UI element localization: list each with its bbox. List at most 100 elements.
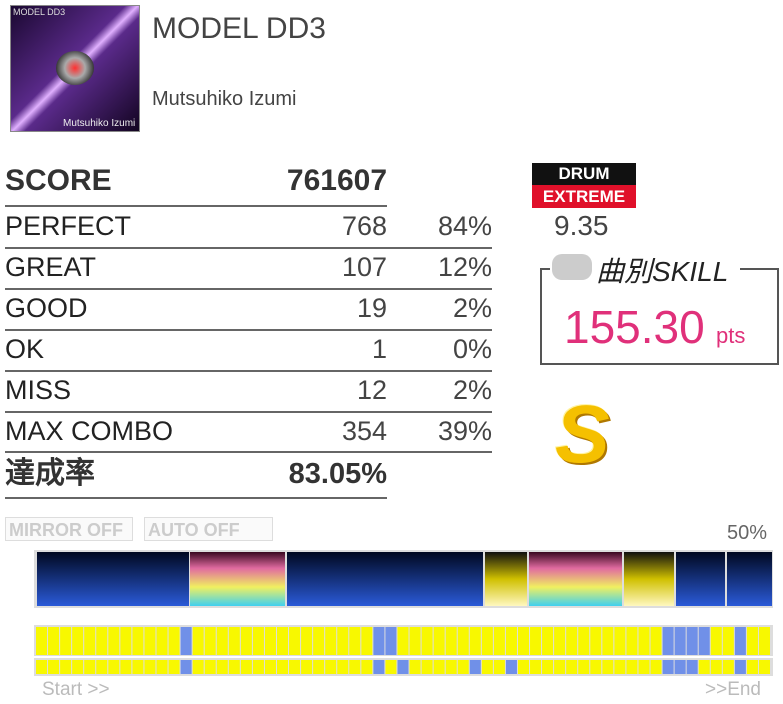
graph-end: >>End [705, 679, 761, 700]
rank: S [555, 389, 610, 480]
jacket-art [56, 51, 94, 85]
strip-cell [385, 627, 397, 655]
skill-value: 155.30 [564, 301, 705, 353]
achievement-label: 達成率 [5, 457, 95, 490]
divider [5, 288, 492, 290]
judgement-count: 1 [371, 334, 387, 364]
strip-cell [650, 627, 662, 655]
strip-cell [397, 660, 409, 674]
strip-cell [204, 660, 216, 674]
strip-cell [457, 627, 469, 655]
strip-cell [590, 627, 602, 655]
strip-cell [505, 627, 517, 655]
level: 9.35 [554, 210, 609, 241]
graph-segment [287, 552, 483, 606]
strip-cell [481, 660, 493, 674]
strip-cell [746, 660, 758, 674]
strip-cell [686, 660, 698, 674]
strip-cell [493, 627, 505, 655]
strip-cell [96, 660, 108, 674]
strip-cell [156, 627, 168, 655]
strip-cell [554, 660, 566, 674]
strip-cell [758, 660, 770, 674]
strip-cell [397, 627, 409, 655]
option-auto: AUTO OFF [144, 517, 273, 541]
judgement-rate: 2% [452, 293, 492, 323]
strip-cell [337, 627, 349, 655]
strip-cell [421, 660, 433, 674]
divider [5, 451, 492, 453]
strip-cell [626, 660, 638, 674]
strip-cell [301, 627, 313, 655]
strip-cell [204, 627, 216, 655]
judgement-count: 107 [341, 252, 387, 282]
graph-start: Start >> [42, 679, 110, 700]
strip-cell [445, 660, 457, 674]
judgement-rate: 12% [437, 252, 492, 282]
skill-header: 曲別SKILL [550, 250, 740, 287]
strip-cell [530, 627, 542, 655]
strip-cell [638, 660, 650, 674]
instrument-badge: DRUM [532, 163, 636, 185]
strip-cell [36, 627, 48, 655]
strip-cell [578, 660, 590, 674]
strip-cell [650, 660, 662, 674]
strip-cell [361, 627, 373, 655]
strip-cell [108, 627, 120, 655]
score-value: 761607 [286, 164, 387, 197]
skill-unit: pts [716, 323, 746, 348]
strip-cell [698, 660, 710, 674]
judgement-label: OK [5, 334, 45, 364]
graph-percent: 50% [727, 522, 768, 544]
strip-cell [228, 627, 240, 655]
strip-cell [168, 627, 180, 655]
strip-cell [264, 660, 276, 674]
strip-cell [84, 660, 96, 674]
graph-segment [676, 552, 725, 606]
strip-cell [240, 627, 252, 655]
strip-cell [48, 660, 60, 674]
strip-cell [120, 660, 132, 674]
strip-cell [590, 660, 602, 674]
strip-cell [192, 660, 204, 674]
difficulty-badge: EXTREME [532, 185, 636, 208]
divider [5, 329, 492, 331]
jacket: MODEL DD3 Mutsuhiko Izumi [10, 5, 140, 132]
divider [5, 370, 492, 372]
strip-cell [421, 627, 433, 655]
strip-cell [120, 627, 132, 655]
graph-segment [624, 552, 674, 606]
strip-cell [252, 660, 264, 674]
strip-cell [734, 627, 746, 655]
strip-cell [674, 627, 686, 655]
strip-cell [626, 627, 638, 655]
strip-cell [602, 660, 614, 674]
strip-cell [240, 660, 252, 674]
strip-cell [228, 660, 240, 674]
strip-cell [433, 627, 445, 655]
strip-cell [132, 660, 144, 674]
strip-cell [409, 627, 421, 655]
strip-cell [493, 660, 505, 674]
strip-cell [60, 660, 72, 674]
strip-cell [457, 660, 469, 674]
judgement-rate: 84% [437, 211, 492, 241]
strip-cell [144, 627, 156, 655]
strip-cell [517, 660, 530, 674]
strip-cell [373, 627, 385, 655]
strip-cell [686, 627, 698, 655]
judgement-count: 12 [356, 375, 387, 405]
strip-cell [84, 627, 96, 655]
strip-cell [289, 660, 301, 674]
strip-cell [301, 660, 313, 674]
graph-segment [727, 552, 772, 606]
strip-cell [385, 660, 397, 674]
achievement-value: 83.05% [288, 458, 387, 490]
strip-cell [373, 660, 385, 674]
strip-cell [674, 660, 686, 674]
judgement-label: GOOD [5, 293, 88, 323]
strip-cell [325, 660, 337, 674]
strip-cell [734, 660, 746, 674]
strip-cell [698, 627, 710, 655]
